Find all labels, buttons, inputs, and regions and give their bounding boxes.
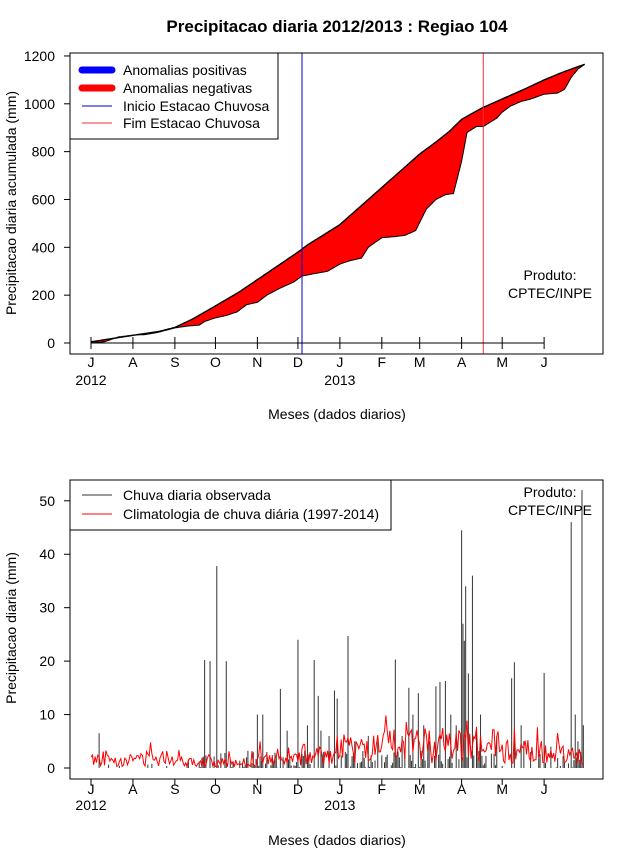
top-product-line1: Produto: — [524, 267, 577, 283]
climatology-daily-line — [90, 715, 584, 769]
negative-anomaly-area — [91, 64, 585, 344]
bottom-legend: Chuva diaria observada Climatologia de c… — [69, 479, 392, 531]
month-tick-label: N — [252, 781, 262, 797]
top-x-axis: J A S O N D J F M A M J 2012 2013 — [75, 337, 548, 388]
month-tick-label: M — [496, 354, 508, 370]
y-tick-label: 50 — [39, 493, 55, 509]
anomaly-fill-layer — [91, 64, 585, 344]
y-tick-label: 400 — [32, 239, 56, 255]
bottom-product-line2: CPTEC/INPE — [508, 502, 592, 518]
month-tick-label: A — [128, 354, 138, 370]
daily-bars-layer — [98, 490, 584, 768]
y-tick-label: 0 — [47, 335, 55, 351]
month-tick-label: J — [336, 354, 343, 370]
observed-accum-line — [90, 63, 585, 344]
legend-label-climatology: Climatologia de chuva diária (1997-2014) — [123, 506, 379, 522]
month-tick-label: A — [457, 781, 467, 797]
top-legend: Anomalias positivas Anomalias negativas … — [69, 52, 279, 140]
month-tick-label: F — [378, 781, 387, 797]
bottom-legend-box — [69, 479, 392, 531]
month-tick-label: S — [170, 354, 179, 370]
legend-label-observed: Chuva diaria observada — [123, 487, 271, 503]
month-tick-label: A — [457, 354, 467, 370]
climatology-line-layer — [90, 715, 584, 769]
month-tick-label: F — [378, 354, 387, 370]
month-tick-label: J — [541, 781, 548, 797]
legend-label-start: Inicio Estacao Chuvosa — [123, 98, 270, 114]
series-lines-layer — [90, 63, 585, 344]
month-tick-label: M — [414, 354, 426, 370]
y-tick-label: 10 — [39, 707, 55, 723]
month-tick-label: N — [252, 354, 262, 370]
legend-label-positive: Anomalias positivas — [123, 62, 247, 78]
month-tick-label: S — [170, 781, 179, 797]
month-tick-label: M — [496, 781, 508, 797]
y-tick-label: 0 — [47, 760, 55, 776]
top-y-axis-label: Precipitacao diaria acumulada (mm) — [3, 91, 19, 315]
year-label: 2013 — [324, 797, 355, 813]
month-tick-label: J — [88, 354, 95, 370]
top-product-line2: CPTEC/INPE — [508, 285, 592, 301]
year-label: 2012 — [75, 372, 106, 388]
top-plot-frame — [69, 52, 604, 355]
rainy-season-lines — [301, 53, 484, 354]
month-tick-label: O — [210, 781, 221, 797]
month-tick-label: D — [293, 354, 303, 370]
bottom-product-line1: Produto: — [524, 484, 577, 500]
year-label: 2012 — [75, 797, 106, 813]
y-tick-label: 1200 — [24, 48, 55, 64]
chart-title: Precipitacao diaria 2012/2013 : Regiao 1… — [166, 17, 508, 36]
month-tick-label: J — [88, 781, 95, 797]
y-tick-label: 30 — [39, 600, 55, 616]
top-y-axis: 0 200 400 600 800 1000 1200 — [24, 48, 70, 351]
y-tick-label: 200 — [32, 287, 56, 303]
year-label: 2013 — [324, 372, 355, 388]
y-tick-label: 1000 — [24, 96, 55, 112]
y-tick-label: 20 — [39, 653, 55, 669]
month-tick-label: D — [293, 781, 303, 797]
legend-label-negative: Anomalias negativas — [123, 80, 252, 96]
y-tick-label: 600 — [32, 191, 56, 207]
month-tick-label: A — [128, 781, 138, 797]
month-tick-label: O — [210, 354, 221, 370]
legend-label-end: Fim Estacao Chuvosa — [123, 115, 260, 131]
y-tick-label: 40 — [39, 546, 55, 562]
month-tick-label: J — [541, 354, 548, 370]
top-x-axis-label: Meses (dados diarios) — [268, 406, 406, 422]
month-tick-label: M — [414, 781, 426, 797]
y-tick-label: 800 — [32, 144, 56, 160]
bottom-y-axis-label: Precipitacao diaria (mm) — [3, 552, 19, 704]
bottom-x-axis-label: Meses (dados diarios) — [268, 832, 406, 848]
month-tick-label: J — [336, 781, 343, 797]
bottom-y-axis: 0 10 20 30 40 50 — [39, 493, 70, 776]
accumulated-precip-chart: Precipitacao diaria 2012/2013 : Regiao 1… — [3, 17, 604, 422]
